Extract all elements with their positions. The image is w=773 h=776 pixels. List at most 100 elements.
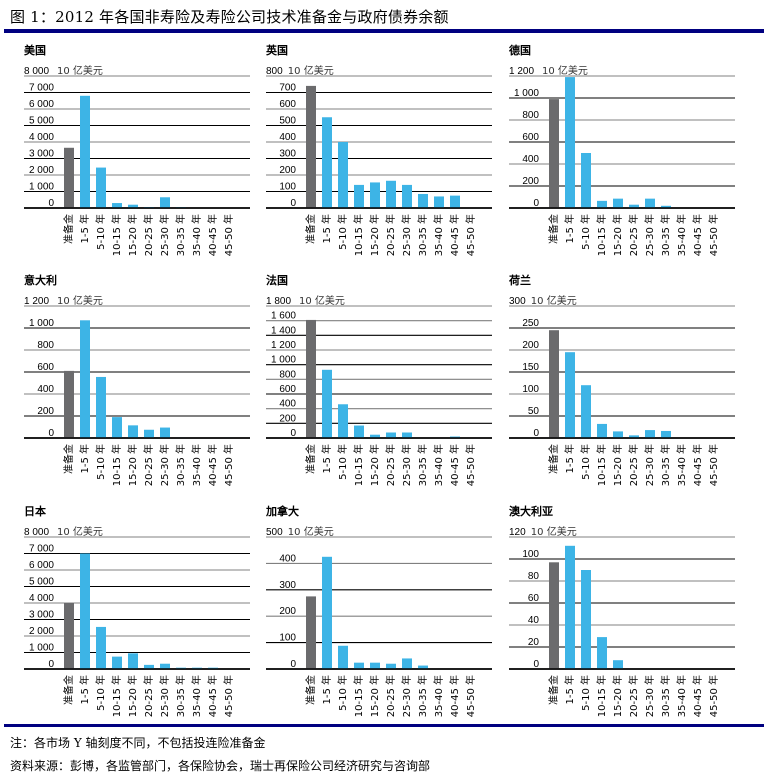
x-tick-label: 15-20 年 [611, 214, 624, 256]
chart-svg: 法国 0 200 400 600 800 1 000 1 200 1 400 1 600 1 800… [266, 273, 492, 486]
x-tick-label: 30-35 年 [659, 214, 672, 256]
x-tick-label: 25-30 年 [643, 444, 656, 486]
bar-bond [96, 626, 106, 669]
y-tick-label: 600 [279, 99, 296, 110]
y-tick-label: 200 [522, 340, 539, 351]
y-tick-label: 120 [509, 527, 526, 538]
y-tick-label: 1 000 [271, 355, 296, 366]
y-tick-label: 250 [522, 318, 539, 329]
top-rule [4, 29, 764, 33]
bar-bond [450, 436, 460, 438]
x-tick-label: 40-45 年 [691, 214, 704, 256]
x-tick-label: 45-50 年 [222, 675, 235, 717]
y-tick-label: 300 [279, 580, 296, 591]
x-tick-label: 准备金 [62, 675, 75, 705]
x-tick-label: 40-45 年 [448, 444, 461, 486]
x-tick-label: 1-5 年 [563, 444, 576, 474]
bar-bond [370, 662, 380, 669]
bar-bond [581, 153, 591, 208]
bar-bond [144, 429, 154, 438]
y-tick-label: 6 000 [29, 99, 54, 110]
y-tick-label: 800 [37, 340, 54, 351]
x-tick-label: 15-20 年 [611, 675, 624, 717]
unit-label: 10 亿美元 [531, 525, 577, 538]
bar-reserve [549, 562, 559, 669]
bar-bond [565, 77, 575, 208]
x-tick-label: 25-30 年 [400, 675, 413, 717]
x-tick-label: 准备金 [547, 675, 560, 705]
bar-bond [354, 425, 364, 438]
x-tick-label: 20-25 年 [627, 214, 640, 256]
x-tick-label: 1-5 年 [78, 214, 91, 244]
x-tick-label: 1-5 年 [563, 214, 576, 244]
y-tick-label: 600 [279, 384, 296, 395]
x-tick-label: 5-10 年 [579, 444, 592, 480]
unit-label: 10 亿美元 [299, 294, 345, 307]
y-tick-label: 1 400 [271, 325, 296, 336]
x-tick-label: 5-10 年 [94, 675, 107, 711]
x-tick-label: 准备金 [62, 214, 75, 244]
chart-title: 加拿大 [265, 504, 299, 518]
x-tick-label: 20-25 年 [384, 675, 397, 717]
chart-panel-france: 法国 0 200 400 600 800 1 000 1 200 1 400 1 600 1 800… [266, 273, 506, 499]
y-tick-label: 0 [290, 198, 296, 209]
x-tick-label: 10-15 年 [110, 675, 123, 717]
x-tick-label: 40-45 年 [691, 675, 704, 717]
bar-bond [128, 425, 138, 438]
bottom-rule [4, 724, 764, 727]
chart-title: 英国 [265, 43, 288, 57]
x-tick-label: 15-20 年 [126, 214, 139, 256]
bar-bond [386, 180, 396, 208]
x-tick-label: 准备金 [304, 444, 317, 474]
y-tick-label: 400 [279, 399, 296, 410]
x-tick-label: 25-30 年 [400, 444, 413, 486]
y-tick-label: 300 [509, 296, 526, 307]
bar-bond [418, 665, 428, 669]
x-tick-label: 40-45 年 [691, 444, 704, 486]
x-tick-label: 1-5 年 [78, 675, 91, 705]
bar-bond [112, 417, 122, 438]
y-tick-label: 2 000 [29, 626, 54, 637]
y-tick-label: 0 [290, 659, 296, 670]
y-tick-label: 800 [279, 369, 296, 380]
bar-bond [160, 663, 170, 669]
x-tick-label: 30-35 年 [416, 444, 429, 486]
y-tick-label: 1 200 [24, 296, 49, 307]
x-tick-label: 准备金 [62, 444, 75, 474]
chart-panel-italy: 意大利 0 200 400 600 800 1 000 1 200 10 亿美元 准备金 1-5 年… [24, 273, 264, 499]
y-tick-label: 1 600 [271, 311, 296, 322]
bar-bond [128, 204, 138, 208]
y-tick-label: 500 [279, 116, 296, 127]
bar-bond [80, 95, 90, 208]
bar-bond [581, 570, 591, 669]
bar-bond [338, 404, 348, 438]
y-tick-label: 600 [522, 132, 539, 143]
x-tick-label: 5-10 年 [336, 444, 349, 480]
bar-bond [581, 385, 591, 438]
bar-bond [645, 430, 655, 438]
x-tick-label: 1-5 年 [78, 444, 91, 474]
x-tick-label: 20-25 年 [384, 214, 397, 256]
y-tick-label: 0 [533, 659, 539, 670]
x-tick-label: 45-50 年 [707, 444, 720, 486]
x-tick-label: 10-15 年 [352, 675, 365, 717]
bar-bond [661, 430, 671, 438]
bar-bond [613, 660, 623, 669]
y-tick-label: 7 000 [29, 544, 54, 555]
bar-bond [645, 198, 655, 208]
unit-label: 10 亿美元 [57, 64, 103, 77]
y-tick-label: 0 [48, 428, 54, 439]
bar-bond [402, 184, 412, 208]
y-tick-label: 1 200 [509, 66, 534, 77]
y-tick-label: 1 000 [29, 643, 54, 654]
x-tick-label: 10-15 年 [110, 214, 123, 256]
y-tick-label: 600 [37, 362, 54, 373]
x-tick-label: 20-25 年 [142, 675, 155, 717]
bar-bond [597, 637, 607, 669]
bar-bond [112, 656, 122, 669]
x-tick-label: 5-10 年 [94, 214, 107, 250]
bar-bond [338, 645, 348, 669]
